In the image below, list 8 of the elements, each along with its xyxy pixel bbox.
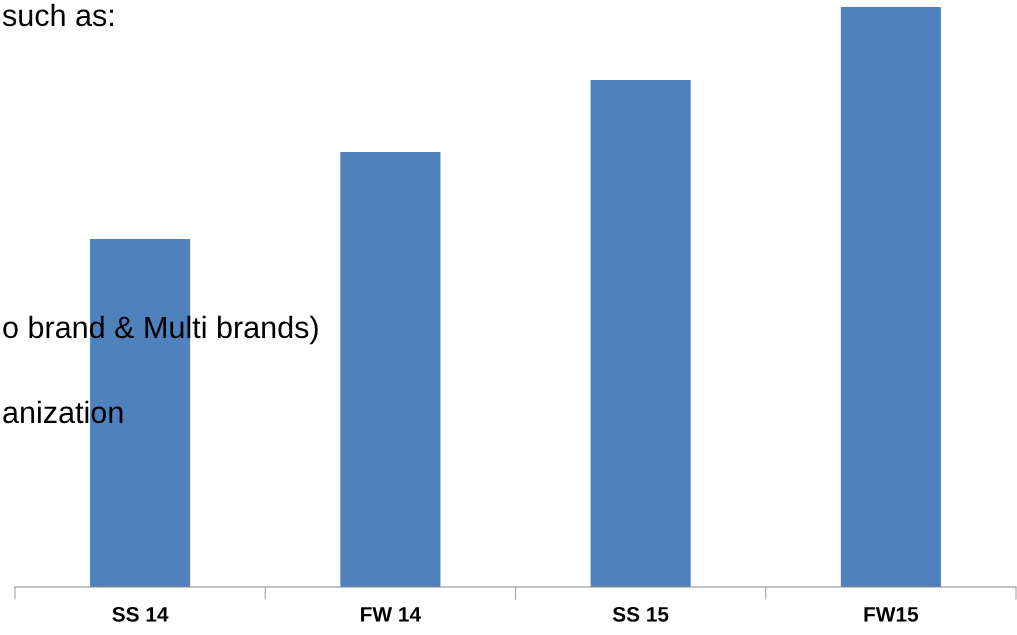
bar: [340, 152, 441, 587]
x-tick-label: FW 14: [361, 607, 421, 622]
bar: [840, 7, 941, 587]
bar: [590, 80, 691, 587]
annotation: such as:: [2, 3, 113, 27]
x-tick-label: SS 15: [612, 606, 669, 622]
x-tick-label: SS 14: [112, 606, 169, 622]
x-tick-label: FW15: [864, 607, 919, 622]
